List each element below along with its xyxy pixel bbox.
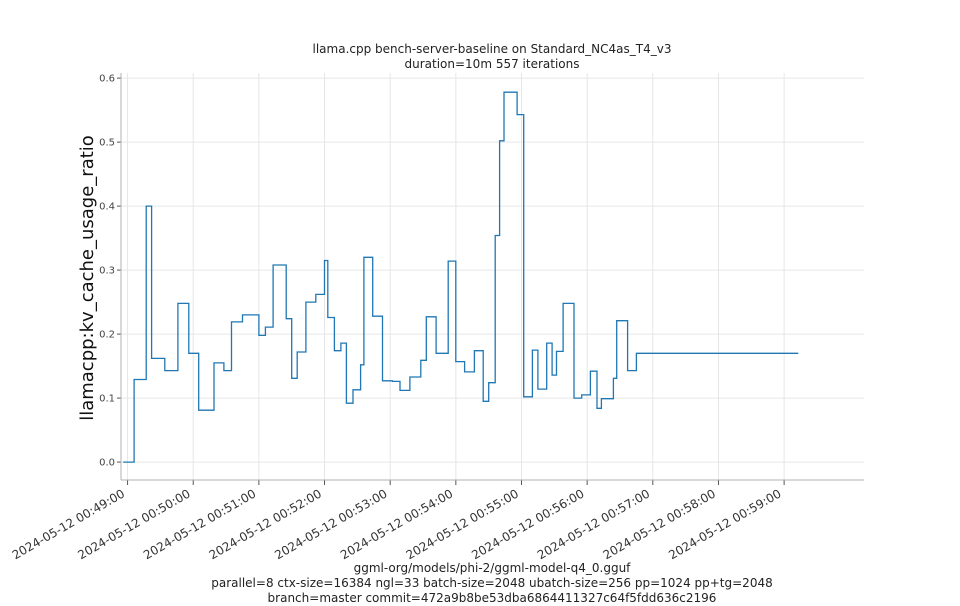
axis-layer <box>117 73 864 485</box>
label-layer: 0.0 0.1 0.2 0.3 0.4 0.5 0.6 2024-05-12 00:49:00… <box>10 74 784 563</box>
y-axis-label: llamacpp:kv_cache_usage_ratio <box>77 135 98 421</box>
chart-title-block: llama.cpp bench-server-baseline on Stand… <box>0 42 960 72</box>
chart-footer: ggml-org/models/phi-2/ggml-model-q4_0.gg… <box>0 561 960 606</box>
x-tick-label: 2024-05-12 00:54:00 <box>338 486 455 562</box>
x-tick-label: 2024-05-12 00:52:00 <box>207 486 324 562</box>
y-tick-label: 0.4 <box>99 202 115 213</box>
x-tick-label: 2024-05-12 00:50:00 <box>75 486 192 562</box>
series-line-0 <box>123 91 799 463</box>
y-tick-label: 0.3 <box>99 266 115 277</box>
y-tick-label: 0.1 <box>99 394 115 405</box>
footer-params-line: parallel=8 ctx-size=16384 ngl=33 batch-s… <box>211 576 773 590</box>
x-tick-label: 2024-05-12 00:55:00 <box>404 486 521 562</box>
grid-layer <box>121 73 864 480</box>
chart-title: llama.cpp bench-server-baseline on Stand… <box>312 42 672 56</box>
footer-branch-line: branch=master commit=472a9b8be53dba68644… <box>267 591 717 605</box>
x-tick-label: 2024-05-12 00:59:00 <box>666 486 783 562</box>
footer-model-line: ggml-org/models/phi-2/ggml-model-q4_0.gg… <box>353 561 631 575</box>
x-tick-label: 2024-05-12 00:58:00 <box>601 486 718 562</box>
series-layer <box>123 91 799 463</box>
x-tick-label: 2024-05-12 00:53:00 <box>272 486 389 562</box>
x-tick-label: 2024-05-12 00:57:00 <box>535 486 652 562</box>
y-tick-label: 0.6 <box>99 74 115 85</box>
y-tick-label: 0.5 <box>99 138 115 149</box>
chart-subtitle: duration=10m 557 iterations <box>404 57 580 71</box>
y-tick-label: 0.0 <box>99 458 115 469</box>
x-tick-label: 2024-05-12 00:49:00 <box>10 486 127 562</box>
x-tick-label: 2024-05-12 00:51:00 <box>141 486 258 562</box>
y-tick-label: 0.2 <box>99 330 115 341</box>
x-tick-label: 2024-05-12 00:56:00 <box>469 486 586 562</box>
